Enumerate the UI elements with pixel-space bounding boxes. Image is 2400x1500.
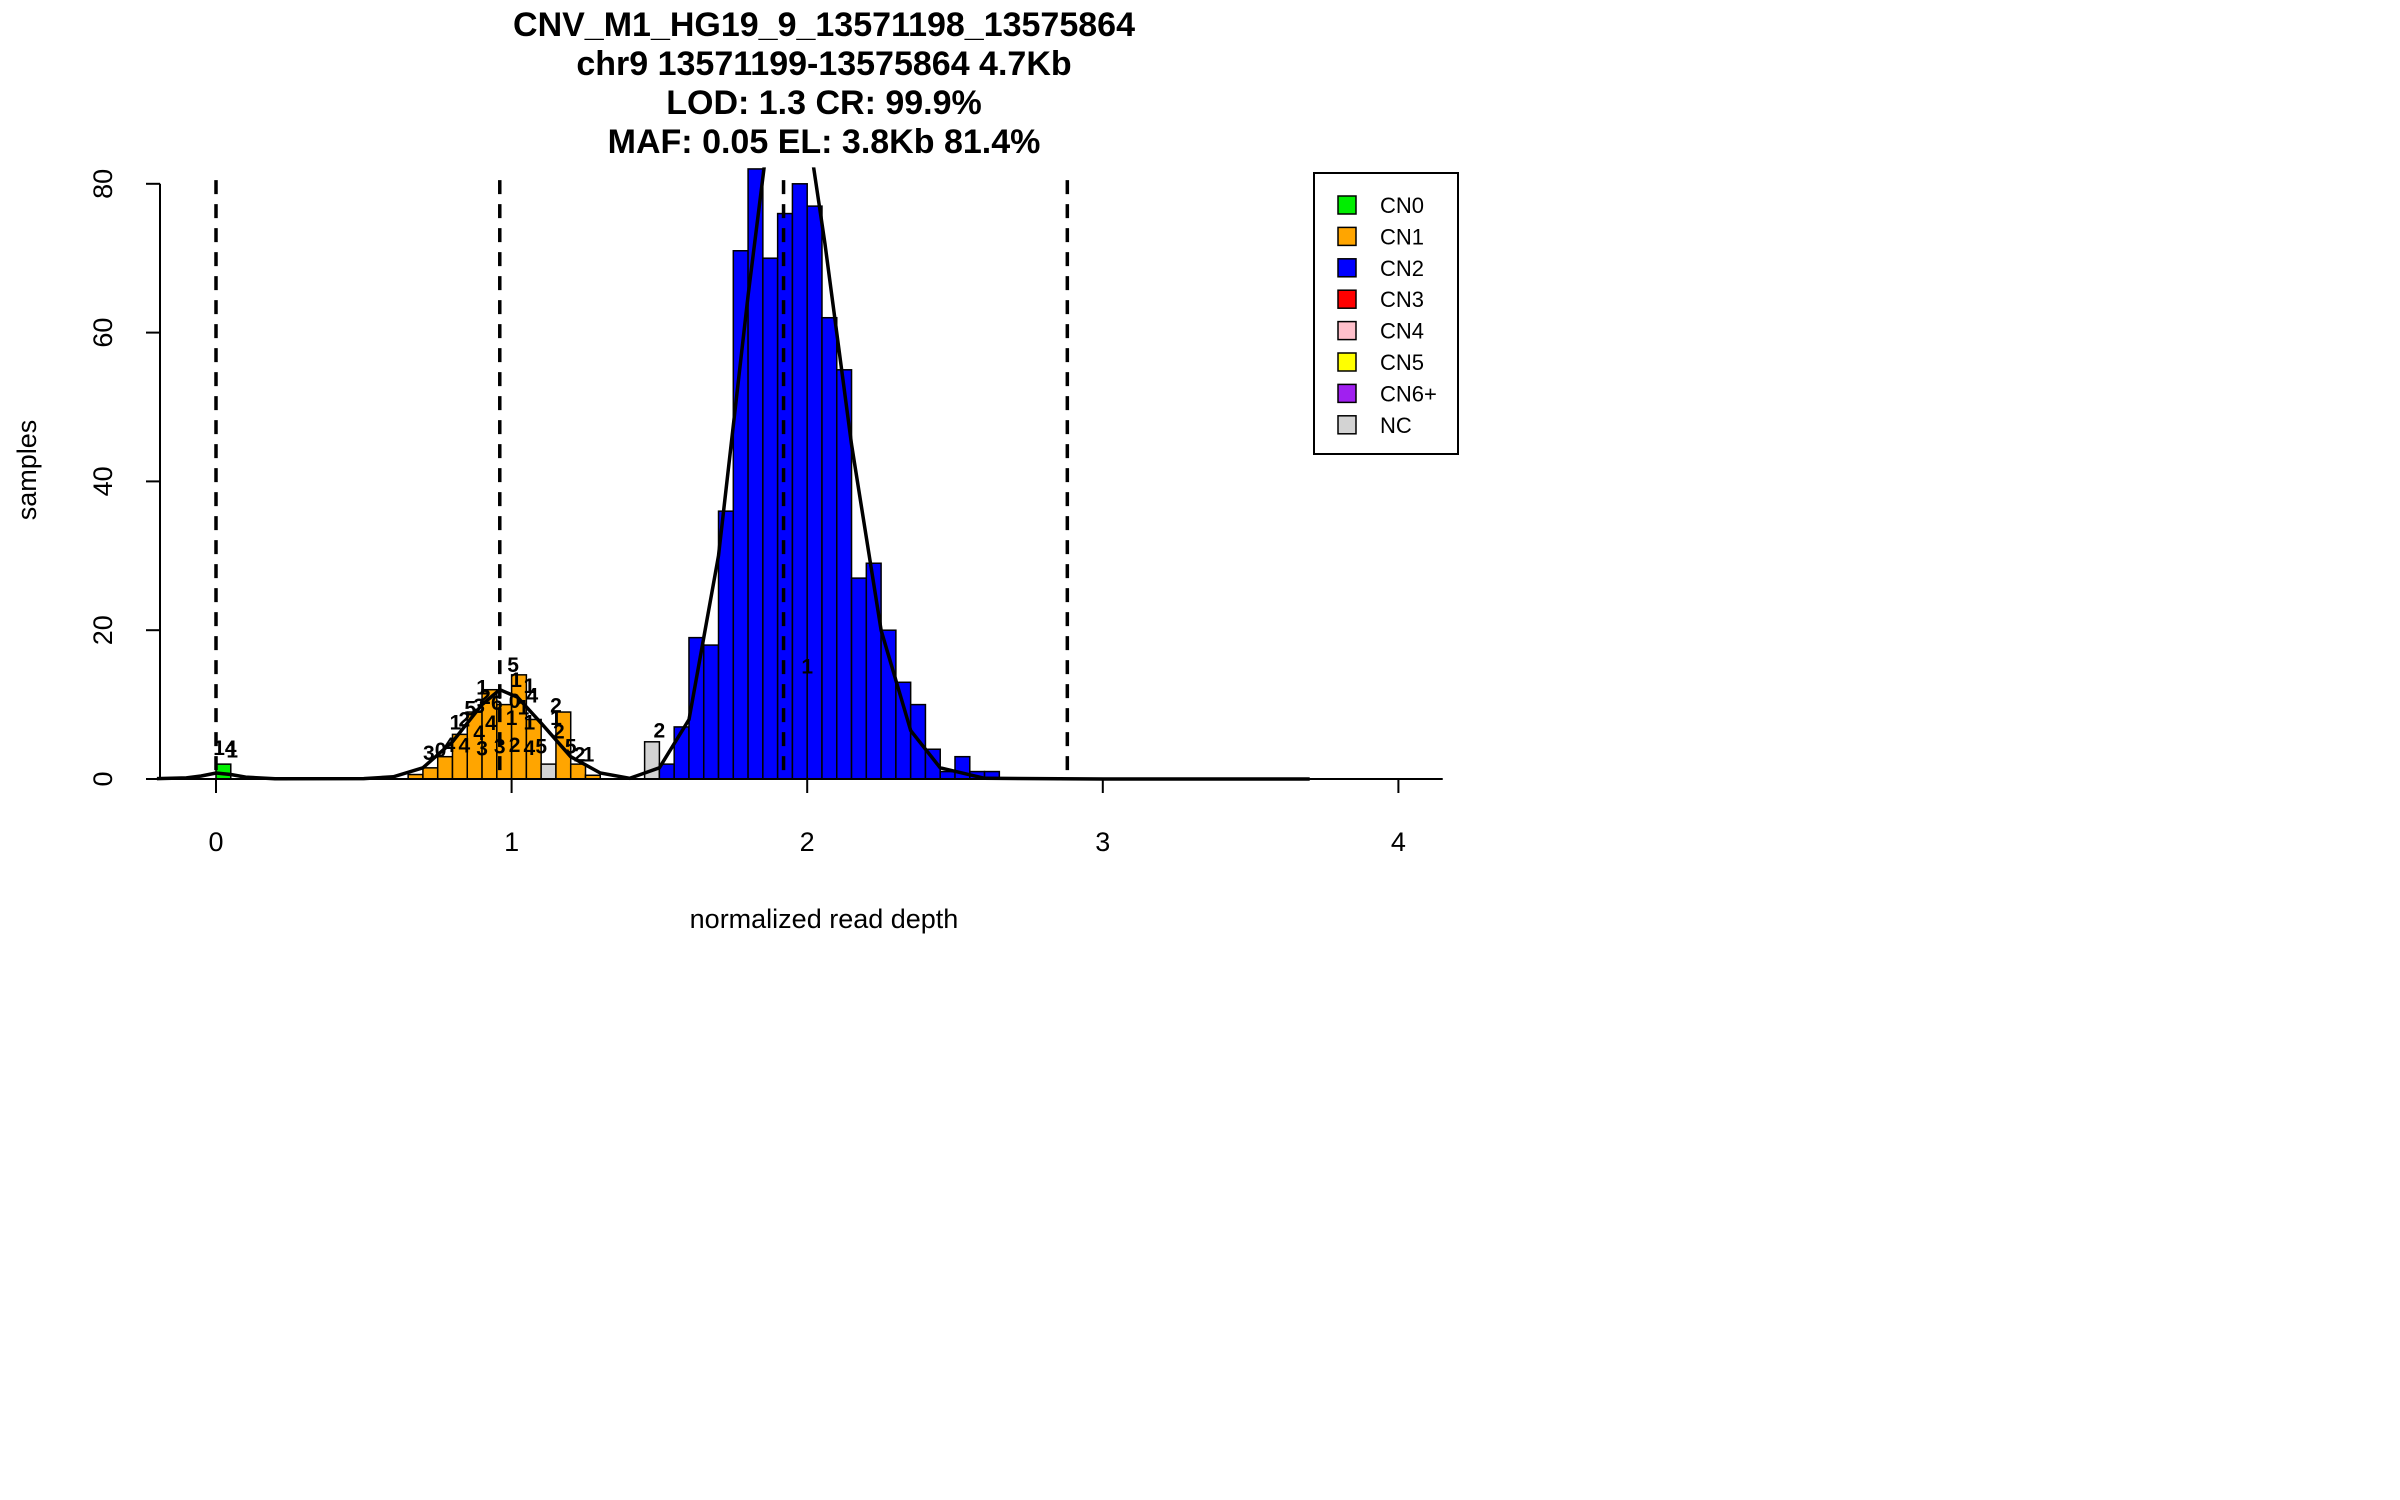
bin-label-5: 4: [458, 735, 470, 758]
title-line-1: CNV_M1_HG19_9_13571198_13575864: [513, 6, 1135, 44]
bin-label-1: 1: [226, 740, 238, 763]
bin-label-18: 5: [507, 654, 519, 677]
bin-label-31: 5: [565, 735, 577, 758]
legend-label-0: CN0: [1380, 193, 1424, 218]
bin-label-29: 1: [550, 707, 562, 730]
legend-swatch-3: [1337, 289, 1357, 309]
legend-swatch-0: [1337, 195, 1357, 215]
bin-label-26: 1: [523, 711, 535, 734]
bin-label-24: 2: [509, 734, 521, 757]
bar-18: [702, 644, 720, 780]
legend-label-6: CN6+: [1380, 381, 1437, 406]
bar-2: [422, 767, 439, 780]
bin-label-0: 14: [213, 737, 237, 760]
bin-label-20: 0: [509, 690, 521, 713]
bin-label-21: 1: [523, 675, 535, 698]
x-tick-label-4: 4: [1391, 827, 1406, 857]
density-curve: [156, 167, 1310, 781]
bin-label-27: 5: [535, 735, 547, 758]
bin-label-30: 2: [553, 720, 565, 743]
bar-22: [762, 257, 779, 780]
bar-25: [806, 205, 823, 780]
bin-label-7: 2: [458, 708, 470, 731]
x-axis-label: normalized read depth: [690, 904, 959, 934]
bin-label-3: 0: [435, 739, 447, 762]
cn-boundary-lines: [214, 180, 1070, 779]
bin-label-23: 1: [518, 697, 530, 720]
bin-label-13: 4: [485, 712, 497, 735]
y-tick-label-2: 40: [88, 466, 118, 496]
bin-label-8: 5: [464, 697, 476, 720]
legend-swatch-4: [1337, 320, 1357, 341]
bin-label-10: 2: [479, 686, 491, 709]
histogram-bars: [215, 168, 1001, 780]
bin-label-9: 3: [473, 695, 485, 718]
bar-24: [791, 183, 808, 780]
legend-label-3: CN3: [1380, 287, 1424, 312]
bar-34: [939, 770, 956, 780]
y-tick-label-3: 60: [88, 318, 118, 348]
title-line-3: LOD: 1.3 CR: 99.9%: [666, 84, 982, 122]
legend-swatch-1: [1337, 226, 1357, 247]
legend-label-5: CN5: [1380, 350, 1424, 375]
y-tick-label-4: 80: [88, 169, 118, 199]
bin-label-33: 1: [583, 743, 595, 766]
bin-label-17: 1: [506, 707, 518, 730]
y-tick-label-1: 20: [88, 615, 118, 645]
bin-label-4: 4: [444, 734, 456, 757]
bin-label-2: 3: [423, 742, 435, 765]
x-tick-label-3: 3: [1095, 827, 1110, 857]
bar-21: [747, 168, 764, 780]
bar-31: [895, 681, 912, 780]
bin-label-14: 4: [473, 722, 485, 745]
bin-label-35: 1: [801, 656, 813, 679]
bar-29: [865, 562, 882, 780]
cnv-chart: CNV_M1_HG19_9_13571198_13575864 chr9 135…: [12, 6, 1459, 934]
bin-label-19: 1: [510, 669, 522, 692]
chart-title: CNV_M1_HG19_9_13571198_13575864 chr9 135…: [513, 6, 1135, 161]
x-tick-label-2: 2: [800, 827, 815, 857]
legend-swatch-5: [1337, 352, 1357, 372]
legend-swatch-2: [1337, 258, 1357, 278]
bin-label-28: 2: [550, 694, 562, 717]
legend-label-2: CN2: [1380, 256, 1424, 281]
title-line-4: MAF: 0.05 EL: 3.8Kb 81.4%: [608, 123, 1041, 161]
legend-swatch-7: [1337, 415, 1357, 435]
x-tick-label-0: 0: [208, 827, 223, 857]
bar-28: [850, 577, 868, 780]
title-line-2: chr9 13571199-13575864 4.7Kb: [576, 45, 1071, 83]
x-tick-label-1: 1: [504, 827, 519, 857]
y-axis-label: samples: [12, 420, 42, 521]
legend-label-1: CN1: [1380, 224, 1424, 249]
y-tick-label-0: 0: [88, 771, 118, 786]
legend: CN0 CN1 CN2 CN3 CN4 CN5 CN6+ NC: [1313, 172, 1459, 455]
legend-label-4: CN4: [1380, 319, 1424, 344]
bin-label-6: 1: [450, 711, 462, 734]
bin-label-32: 2: [574, 743, 586, 766]
bin-label-22: 4: [526, 685, 538, 708]
bin-label-15: 3: [476, 737, 488, 760]
legend-swatch-6: [1337, 383, 1357, 404]
bin-label-12: 6: [491, 692, 503, 715]
bin-label-25: 4: [523, 737, 535, 760]
bar-10: [540, 763, 557, 780]
bin-label-34: 2: [654, 720, 666, 743]
bin-label-16: 3: [494, 735, 506, 758]
bin-label-11: 1: [476, 676, 488, 699]
legend-box: [1313, 172, 1459, 455]
bar-26: [821, 316, 838, 780]
legend-label-7: NC: [1380, 413, 1412, 438]
